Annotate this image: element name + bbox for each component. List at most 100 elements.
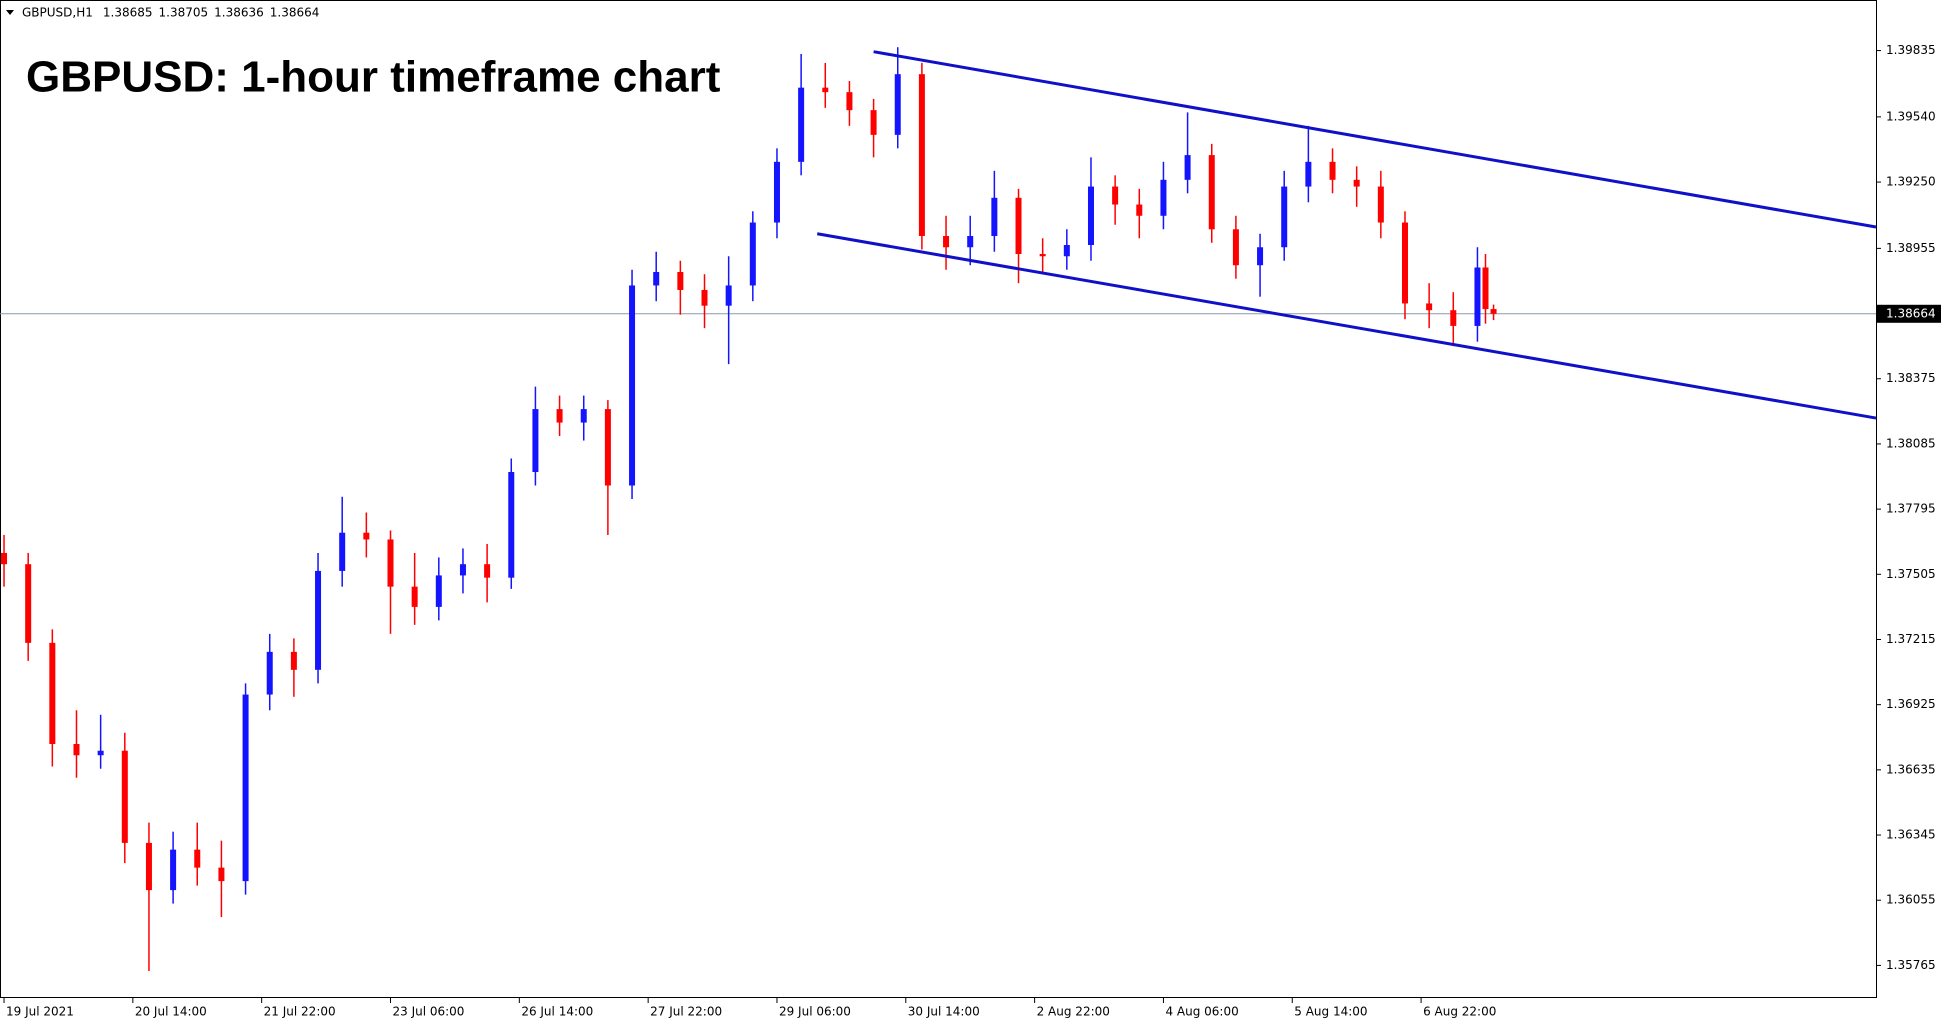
y-tick-label: 1.36345: [1886, 828, 1936, 842]
y-tick-label: 1.37215: [1886, 632, 1936, 646]
trend-line: [873, 50, 1877, 229]
candle-body: [894, 74, 901, 135]
candle-body: [1112, 186, 1119, 205]
candle-body: [387, 539, 394, 587]
candle-body: [846, 92, 853, 111]
candle-body: [266, 651, 273, 695]
candle-body: [967, 236, 974, 248]
candle-body: [1184, 155, 1191, 180]
candle-body: [25, 564, 32, 643]
x-tick-label: 6 Aug 22:00: [1423, 1005, 1496, 1019]
candle-body: [653, 271, 660, 286]
candle-body: [145, 842, 152, 891]
candle-body: [508, 472, 515, 578]
x-tick-label: 21 Jul 22:00: [264, 1005, 336, 1019]
candle-body: [798, 87, 805, 162]
candle-body: [822, 87, 829, 93]
plot-frame: [0, 0, 1877, 998]
candle-body: [1039, 253, 1046, 257]
candle-body: [1401, 222, 1408, 304]
candle-body: [604, 409, 611, 486]
candle-body: [556, 409, 563, 423]
candle-body: [701, 289, 708, 306]
candle-body: [121, 750, 128, 843]
y-tick-label: 1.36925: [1886, 697, 1936, 711]
y-tick-label: 1.36635: [1886, 762, 1936, 776]
candle-body: [1490, 309, 1497, 314]
candle-body: [1136, 204, 1143, 216]
candle-body: [1015, 197, 1022, 254]
candle-body: [194, 849, 201, 868]
candle-body: [532, 409, 539, 473]
symbol: GBPUSD,H1: [22, 6, 93, 20]
candle-body: [918, 74, 925, 237]
y-tick-label: 1.38375: [1886, 371, 1936, 385]
x-tick-label: 2 Aug 22:00: [1037, 1005, 1110, 1019]
candle-body: [363, 532, 370, 540]
x-tick-label: 27 Jul 22:00: [650, 1005, 722, 1019]
y-tick-label: 1.39540: [1886, 109, 1936, 123]
y-tick-label: 1.39835: [1886, 43, 1936, 57]
candle-body: [1305, 161, 1312, 187]
candle-body: [580, 409, 587, 423]
candle-body: [290, 651, 297, 670]
candle-body: [870, 110, 877, 135]
x-tick-label: 19 Jul 2021: [6, 1005, 74, 1019]
x-tick-label: 23 Jul 06:00: [392, 1005, 464, 1019]
candle-body: [218, 867, 225, 882]
candle-body: [1281, 186, 1288, 248]
candle-body: [1482, 267, 1489, 310]
y-tick-label: 1.38085: [1886, 436, 1936, 450]
candle-body: [1257, 247, 1264, 266]
x-tick-label: 4 Aug 06:00: [1165, 1005, 1238, 1019]
candle-body: [1232, 229, 1239, 266]
candle-body: [435, 575, 442, 607]
candle-body: [315, 570, 322, 670]
y-tick-label: 1.37505: [1886, 567, 1936, 581]
candle-body: [773, 161, 780, 223]
candle-body: [1377, 186, 1384, 223]
candle-body: [629, 285, 636, 486]
candle-body: [242, 694, 249, 882]
y-tick-label: 1.38955: [1886, 241, 1936, 255]
candle-body: [484, 564, 491, 578]
candle-body: [339, 532, 346, 571]
price-label-box: [1877, 304, 1941, 323]
candle-body: [677, 271, 684, 290]
candle-body: [49, 642, 56, 745]
x-tick-label: 30 Jul 14:00: [908, 1005, 980, 1019]
x-tick-label: 20 Jul 14:00: [135, 1005, 207, 1019]
header-open: 1.38685: [103, 6, 153, 20]
candle-body: [1, 552, 8, 565]
menu-arrow: [6, 10, 14, 15]
candle-body: [1474, 267, 1481, 326]
candle-body: [1063, 245, 1070, 257]
candle-body: [725, 285, 732, 306]
trend-line: [816, 232, 1877, 420]
y-tick-label: 1.36055: [1886, 893, 1936, 907]
candle-body: [1329, 161, 1336, 180]
candle-body: [73, 744, 80, 756]
candle-body: [749, 222, 756, 286]
candle-body: [1160, 179, 1167, 216]
candle-body: [1450, 310, 1457, 326]
header-close: 1.38664: [270, 6, 320, 20]
candle-body: [97, 750, 104, 756]
x-tick-label: 26 Jul 14:00: [521, 1005, 593, 1019]
candle-body: [411, 586, 418, 607]
candle-body: [943, 236, 950, 248]
candle-body: [991, 197, 998, 237]
x-tick-label: 5 Aug 14:00: [1294, 1005, 1367, 1019]
price-label: 1.38664: [1886, 306, 1936, 320]
candle-body: [170, 849, 177, 891]
candle-body: [459, 564, 466, 576]
candle-body: [1087, 186, 1094, 246]
y-tick-label: 1.37795: [1886, 502, 1936, 516]
y-tick-label: 1.35765: [1886, 958, 1936, 972]
x-tick-label: 29 Jul 06:00: [779, 1005, 851, 1019]
candle-body: [1353, 179, 1360, 187]
y-tick-label: 1.39250: [1886, 175, 1936, 189]
candle-body: [1208, 155, 1215, 230]
chart-title: GBPUSD: 1-hour timeframe chart: [26, 53, 721, 102]
